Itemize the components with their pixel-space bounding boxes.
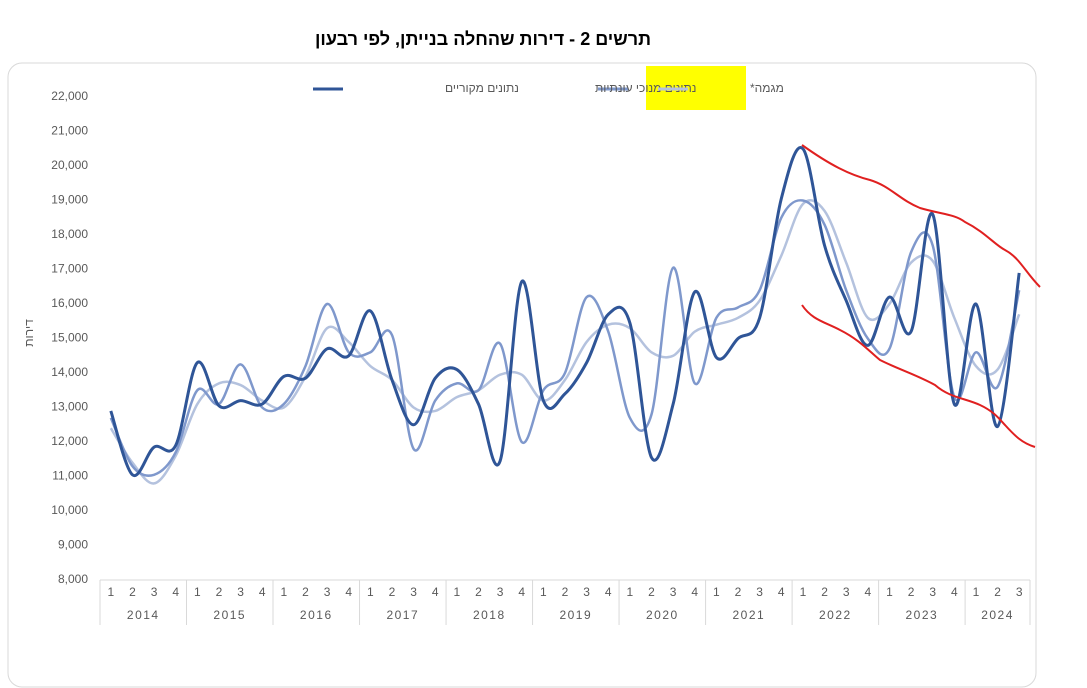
y-tick-label: 19,000 bbox=[51, 193, 88, 207]
annotation-lower-line bbox=[801, 304, 1036, 448]
x-tick-label: 2 bbox=[216, 585, 223, 599]
x-tick-label: 1 bbox=[713, 585, 720, 599]
x-tick-label: 3 bbox=[324, 585, 331, 599]
y-tick-label: 10,000 bbox=[51, 503, 88, 517]
year-label: 2015 bbox=[213, 608, 246, 622]
year-label: 2022 bbox=[819, 608, 852, 622]
y-tick-label: 16,000 bbox=[51, 296, 88, 310]
year-label: 2014 bbox=[127, 608, 160, 622]
year-label: 2017 bbox=[386, 608, 419, 622]
x-tick-label: 3 bbox=[497, 585, 504, 599]
x-tick-label: 1 bbox=[627, 585, 634, 599]
x-tick-label: 2 bbox=[389, 585, 396, 599]
x-tick-label: 1 bbox=[886, 585, 893, 599]
x-tick-label: 4 bbox=[951, 585, 958, 599]
y-tick-label: 15,000 bbox=[51, 331, 88, 345]
x-tick-label: 4 bbox=[605, 585, 612, 599]
year-label: 2019 bbox=[559, 608, 592, 622]
x-tick-label: 4 bbox=[864, 585, 871, 599]
x-tick-label: 1 bbox=[194, 585, 201, 599]
x-tick-label: 4 bbox=[172, 585, 179, 599]
year-label: 2016 bbox=[300, 608, 333, 622]
y-tick-label: 13,000 bbox=[51, 400, 88, 414]
series-line bbox=[109, 145, 1021, 478]
y-tick-label: 9,000 bbox=[58, 538, 88, 552]
x-tick-label: 1 bbox=[973, 585, 980, 599]
x-tick-label: 4 bbox=[691, 585, 698, 599]
annotation-upper-line bbox=[801, 144, 1041, 288]
year-label: 2023 bbox=[906, 608, 939, 622]
x-tick-label: 3 bbox=[929, 585, 936, 599]
x-tick-label: 2 bbox=[475, 585, 482, 599]
series-line bbox=[109, 199, 1021, 477]
x-tick-label: 3 bbox=[151, 585, 158, 599]
x-tick-label: 2 bbox=[648, 585, 655, 599]
x-tick-label: 2 bbox=[821, 585, 828, 599]
x-tick-label: 3 bbox=[1016, 585, 1023, 599]
legend-label: נתונים מנוכי עונתיות bbox=[595, 81, 696, 95]
year-label: 2018 bbox=[473, 608, 506, 622]
x-tick-label: 4 bbox=[259, 585, 266, 599]
y-tick-label: 12,000 bbox=[51, 434, 88, 448]
x-tick-label: 3 bbox=[756, 585, 763, 599]
x-tick-label: 4 bbox=[345, 585, 352, 599]
x-tick-label: 2 bbox=[994, 585, 1001, 599]
y-axis-label: דירות bbox=[22, 319, 36, 347]
x-tick-label: 2 bbox=[302, 585, 309, 599]
x-tick-label: 1 bbox=[367, 585, 374, 599]
y-tick-label: 22,000 bbox=[51, 89, 88, 103]
y-tick-label: 21,000 bbox=[51, 124, 88, 138]
x-tick-label: 2 bbox=[735, 585, 742, 599]
year-label: 2021 bbox=[732, 608, 765, 622]
y-tick-label: 11,000 bbox=[52, 469, 88, 483]
y-tick-label: 20,000 bbox=[51, 158, 88, 172]
x-tick-label: 2 bbox=[562, 585, 569, 599]
legend-label: מגמה* bbox=[750, 81, 784, 95]
x-tick-label: 1 bbox=[280, 585, 287, 599]
x-tick-label: 1 bbox=[540, 585, 547, 599]
y-tick-label: 14,000 bbox=[51, 365, 88, 379]
x-tick-label: 4 bbox=[518, 585, 525, 599]
series-line bbox=[109, 199, 1021, 485]
year-label: 2020 bbox=[646, 608, 679, 622]
x-tick-label: 3 bbox=[583, 585, 590, 599]
x-tick-label: 1 bbox=[800, 585, 807, 599]
y-tick-label: 17,000 bbox=[51, 262, 88, 276]
x-tick-label: 2 bbox=[129, 585, 136, 599]
x-tick-label: 2 bbox=[908, 585, 915, 599]
year-label: 2024 bbox=[981, 608, 1014, 622]
y-tick-label: 18,000 bbox=[51, 227, 88, 241]
x-tick-label: 3 bbox=[410, 585, 417, 599]
x-tick-label: 4 bbox=[432, 585, 439, 599]
chart-title: תרשים 2 - דירות שהחלה בנייתן, לפי רבעון bbox=[315, 29, 651, 49]
x-tick-label: 3 bbox=[843, 585, 850, 599]
y-tick-label: 8,000 bbox=[58, 572, 88, 586]
plot: 8,000 9,000 10,000 11,000 12,000 13,000 14,000… bbox=[51, 81, 1031, 625]
x-tick-label: 3 bbox=[237, 585, 244, 599]
x-tick-label: 1 bbox=[107, 585, 114, 599]
x-tick-label: 3 bbox=[670, 585, 677, 599]
x-tick-label: 1 bbox=[454, 585, 461, 599]
x-tick-label: 4 bbox=[778, 585, 785, 599]
legend-label: נתונים מקוריים bbox=[445, 81, 519, 95]
